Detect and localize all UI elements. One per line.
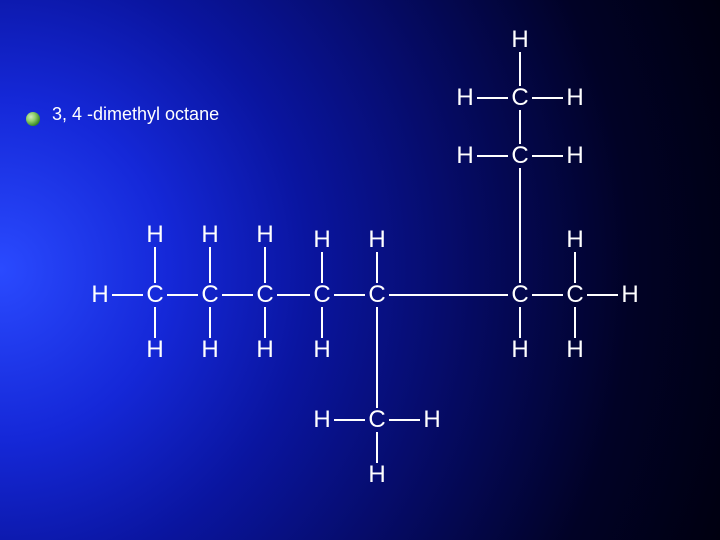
atom-H: H xyxy=(566,336,583,364)
atom-H: H xyxy=(511,26,528,54)
atom-C: C xyxy=(256,281,273,309)
bond-layer xyxy=(0,0,720,540)
atom-H: H xyxy=(511,336,528,364)
atom-C: C xyxy=(511,142,528,170)
atom-H: H xyxy=(91,281,108,309)
atom-H: H xyxy=(146,221,163,249)
atom-C: C xyxy=(511,84,528,112)
atom-H: H xyxy=(368,461,385,489)
atom-C: C xyxy=(313,281,330,309)
atom-C: C xyxy=(511,281,528,309)
atom-C: C xyxy=(201,281,218,309)
atom-H: H xyxy=(456,142,473,170)
atom-H: H xyxy=(368,226,385,254)
atom-H: H xyxy=(313,406,330,434)
atom-H: H xyxy=(201,221,218,249)
atom-H: H xyxy=(456,84,473,112)
atom-C: C xyxy=(368,406,385,434)
atom-H: H xyxy=(566,142,583,170)
atom-C: C xyxy=(566,281,583,309)
atom-C: C xyxy=(368,281,385,309)
atom-H: H xyxy=(566,226,583,254)
atom-H: H xyxy=(566,84,583,112)
atom-H: H xyxy=(256,221,273,249)
atom-C: C xyxy=(146,281,163,309)
atom-H: H xyxy=(201,336,218,364)
atom-H: H xyxy=(423,406,440,434)
atom-H: H xyxy=(621,281,638,309)
atom-H: H xyxy=(256,336,273,364)
atom-H: H xyxy=(146,336,163,364)
atom-H: H xyxy=(313,226,330,254)
atom-H: H xyxy=(313,336,330,364)
